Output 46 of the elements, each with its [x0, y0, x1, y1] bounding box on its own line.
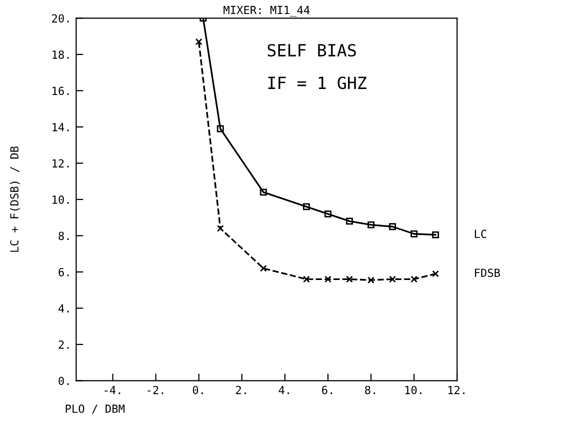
point: [389, 223, 396, 230]
point: [410, 230, 418, 238]
point: [346, 276, 353, 283]
x-axis-title: PLO / DBM: [66, 404, 124, 414]
x-tick-label: -2.: [148, 386, 164, 394]
point: [324, 210, 332, 218]
point: [368, 221, 374, 228]
chart-title: MIXER: MI1_44: [224, 6, 310, 17]
x-tick-label: 2.: [236, 386, 246, 394]
x-tick-label: 6.: [322, 386, 332, 394]
point: [302, 276, 310, 283]
y-tick-label: 4.: [58, 304, 69, 312]
y-axis-title: LC + F(DSB) / DB: [10, 146, 20, 252]
x-tick-label: -4.: [104, 386, 120, 394]
point: [410, 276, 418, 283]
point: [368, 276, 374, 284]
x-tick-label: 10.: [405, 386, 422, 394]
y-tick-label: 8.: [58, 232, 69, 240]
x-tick-label: 8.: [365, 386, 376, 394]
point: [389, 276, 396, 283]
point: [216, 224, 224, 232]
x-tick-label: 12.: [448, 386, 464, 394]
y-tick-label: 6.: [58, 268, 69, 276]
y-tick-label: 14.: [52, 123, 69, 132]
annotation: SELF BIAS: [268, 44, 356, 57]
point: [216, 125, 224, 132]
y-tick-label: 18.: [52, 50, 69, 59]
annotation: IF = 1 GHZ: [268, 76, 366, 90]
y-tick-label: 2.: [58, 340, 69, 349]
point: [346, 218, 353, 225]
point: [260, 264, 267, 272]
point: [324, 276, 332, 283]
x-tick-label: 4.: [278, 386, 289, 394]
y-tick-label: 16.: [52, 86, 69, 96]
point: [432, 270, 440, 278]
y-tick-label: 12.: [52, 159, 69, 168]
text: LC: [474, 230, 486, 238]
point: [195, 38, 202, 46]
y-tick-label: 10.: [52, 195, 69, 204]
text: FDSB: [475, 268, 500, 278]
x-tick-label: 0.: [192, 386, 203, 394]
point: [260, 188, 267, 196]
y-tick-label: 0.: [58, 376, 69, 386]
point: [432, 231, 440, 238]
y-tick-label: 20.: [52, 14, 69, 23]
point: [302, 203, 310, 210]
